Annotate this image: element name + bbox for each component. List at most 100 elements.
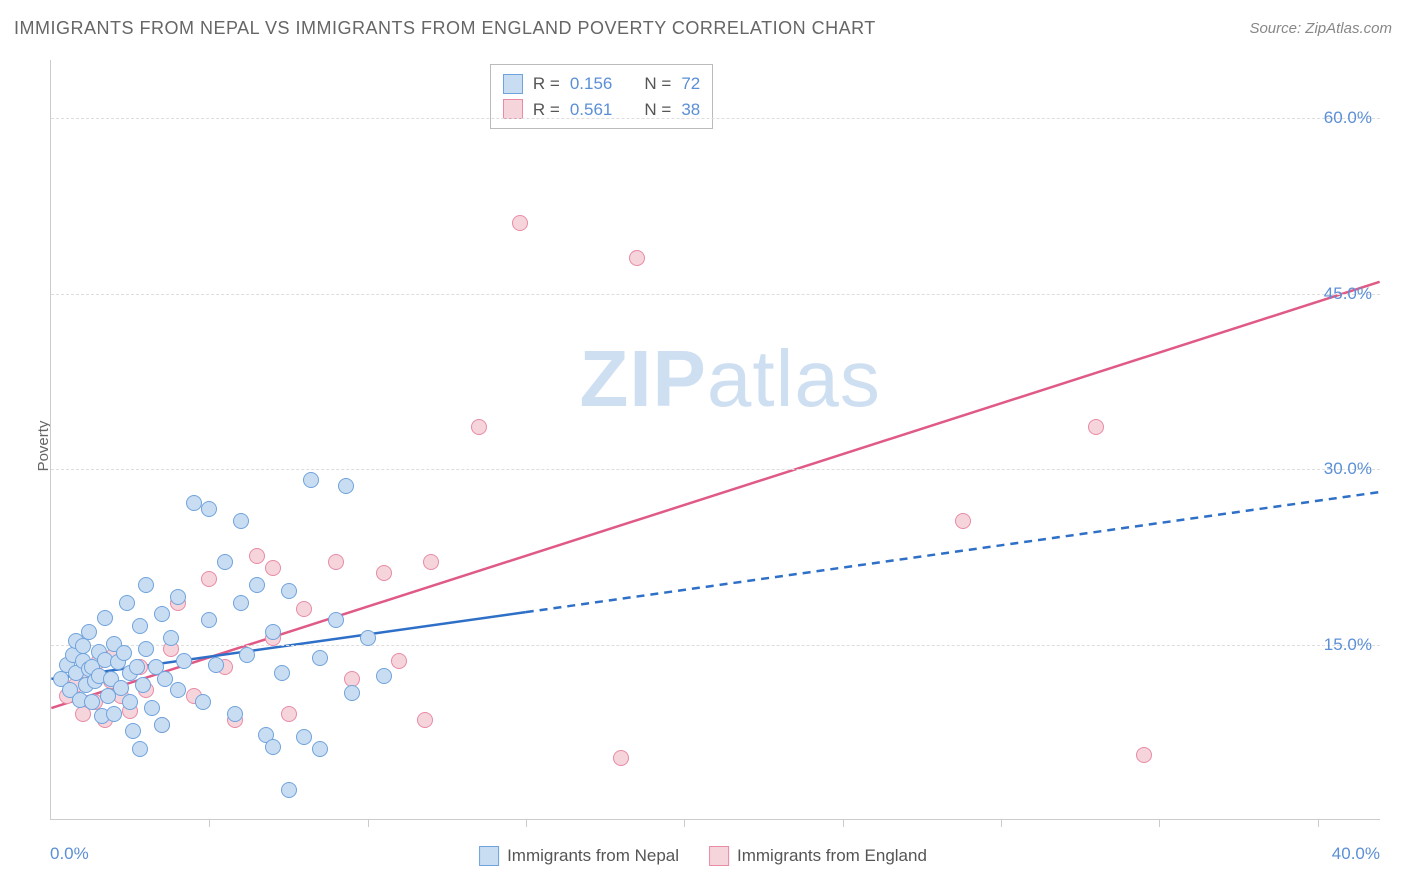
scatter-point-england: [1088, 419, 1104, 435]
y-tick-label: 45.0%: [1324, 284, 1372, 304]
scatter-point-nepal: [144, 700, 160, 716]
x-tick: [1318, 819, 1319, 827]
scatter-point-nepal: [106, 706, 122, 722]
scatter-point-nepal: [154, 606, 170, 622]
scatter-point-nepal: [328, 612, 344, 628]
scatter-point-nepal: [376, 668, 392, 684]
scatter-point-nepal: [75, 638, 91, 654]
scatter-point-nepal: [163, 630, 179, 646]
scatter-point-england: [265, 560, 281, 576]
scatter-point-nepal: [138, 577, 154, 593]
scatter-point-nepal: [274, 665, 290, 681]
scatter-point-nepal: [176, 653, 192, 669]
scatter-point-nepal: [170, 682, 186, 698]
scatter-point-england: [423, 554, 439, 570]
x-tick: [1159, 819, 1160, 827]
scatter-point-nepal: [265, 624, 281, 640]
stats-n-value-nepal: 72: [681, 71, 700, 97]
scatter-point-nepal: [135, 677, 151, 693]
scatter-point-england: [296, 601, 312, 617]
gridline-horizontal: [51, 469, 1380, 470]
scatter-point-nepal: [360, 630, 376, 646]
scatter-point-nepal: [281, 583, 297, 599]
scatter-point-nepal: [154, 717, 170, 733]
scatter-point-nepal: [217, 554, 233, 570]
scatter-point-nepal: [312, 741, 328, 757]
x-tick: [368, 819, 369, 827]
stats-swatch-nepal: [503, 74, 523, 94]
scatter-point-england: [1136, 747, 1152, 763]
stats-n-label: N =: [644, 71, 671, 97]
watermark: ZIPatlas: [579, 333, 880, 425]
scatter-point-nepal: [208, 657, 224, 673]
scatter-point-england: [249, 548, 265, 564]
scatter-point-nepal: [201, 612, 217, 628]
scatter-point-nepal: [233, 595, 249, 611]
scatter-point-nepal: [303, 472, 319, 488]
scatter-point-england: [512, 215, 528, 231]
scatter-point-nepal: [122, 694, 138, 710]
scatter-point-nepal: [281, 782, 297, 798]
scatter-point-nepal: [265, 739, 281, 755]
y-tick-label: 30.0%: [1324, 459, 1372, 479]
x-axis-max-label: 40.0%: [1332, 844, 1380, 864]
stats-r-value-nepal: 0.156: [570, 71, 613, 97]
scatter-point-nepal: [227, 706, 243, 722]
scatter-point-nepal: [97, 610, 113, 626]
x-tick: [526, 819, 527, 827]
scatter-point-nepal: [132, 741, 148, 757]
scatter-point-nepal: [312, 650, 328, 666]
y-tick-label: 60.0%: [1324, 108, 1372, 128]
scatter-point-england: [629, 250, 645, 266]
scatter-point-nepal: [116, 645, 132, 661]
gridline-horizontal: [51, 294, 1380, 295]
scatter-point-nepal: [138, 641, 154, 657]
scatter-point-nepal: [125, 723, 141, 739]
scatter-point-nepal: [132, 618, 148, 634]
plot-area: ZIPatlas R =0.156N =72R =0.561N =38 15.0…: [50, 60, 1380, 820]
legend-item-nepal: Immigrants from Nepal: [479, 846, 679, 866]
scatter-point-nepal: [201, 501, 217, 517]
scatter-point-nepal: [186, 495, 202, 511]
scatter-point-england: [201, 571, 217, 587]
chart-source: Source: ZipAtlas.com: [1249, 20, 1392, 37]
scatter-point-nepal: [338, 478, 354, 494]
gridline-horizontal: [51, 118, 1380, 119]
scatter-point-nepal: [233, 513, 249, 529]
scatter-point-nepal: [195, 694, 211, 710]
scatter-point-nepal: [81, 624, 97, 640]
scatter-point-nepal: [170, 589, 186, 605]
trend-lines-svg: [51, 60, 1380, 819]
legend-swatch-nepal: [479, 846, 499, 866]
scatter-point-nepal: [239, 647, 255, 663]
scatter-point-nepal: [296, 729, 312, 745]
scatter-point-england: [471, 419, 487, 435]
scatter-point-nepal: [129, 659, 145, 675]
trend-line: [526, 492, 1380, 612]
legend-label-england: Immigrants from England: [737, 846, 927, 866]
legend-label-nepal: Immigrants from Nepal: [507, 846, 679, 866]
scatter-point-nepal: [249, 577, 265, 593]
scatter-point-england: [391, 653, 407, 669]
scatter-point-england: [328, 554, 344, 570]
stats-row-nepal: R = 0.156 N = 72: [503, 71, 700, 97]
scatter-point-england: [955, 513, 971, 529]
legend-item-england: Immigrants from England: [709, 846, 927, 866]
scatter-point-england: [376, 565, 392, 581]
scatter-point-nepal: [344, 685, 360, 701]
series-legend: Immigrants from Nepal Immigrants from En…: [479, 846, 927, 866]
chart-header: IMMIGRANTS FROM NEPAL VS IMMIGRANTS FROM…: [14, 18, 1392, 39]
y-tick-label: 15.0%: [1324, 635, 1372, 655]
watermark-bold: ZIP: [579, 334, 706, 423]
x-tick: [1001, 819, 1002, 827]
x-tick: [209, 819, 210, 827]
chart-title: IMMIGRANTS FROM NEPAL VS IMMIGRANTS FROM…: [14, 18, 876, 39]
scatter-point-nepal: [119, 595, 135, 611]
x-axis-min-label: 0.0%: [50, 844, 89, 864]
stats-r-label: R =: [533, 71, 560, 97]
gridline-horizontal: [51, 645, 1380, 646]
scatter-point-england: [281, 706, 297, 722]
scatter-point-england: [613, 750, 629, 766]
x-tick: [684, 819, 685, 827]
stats-swatch-england: [503, 99, 523, 119]
